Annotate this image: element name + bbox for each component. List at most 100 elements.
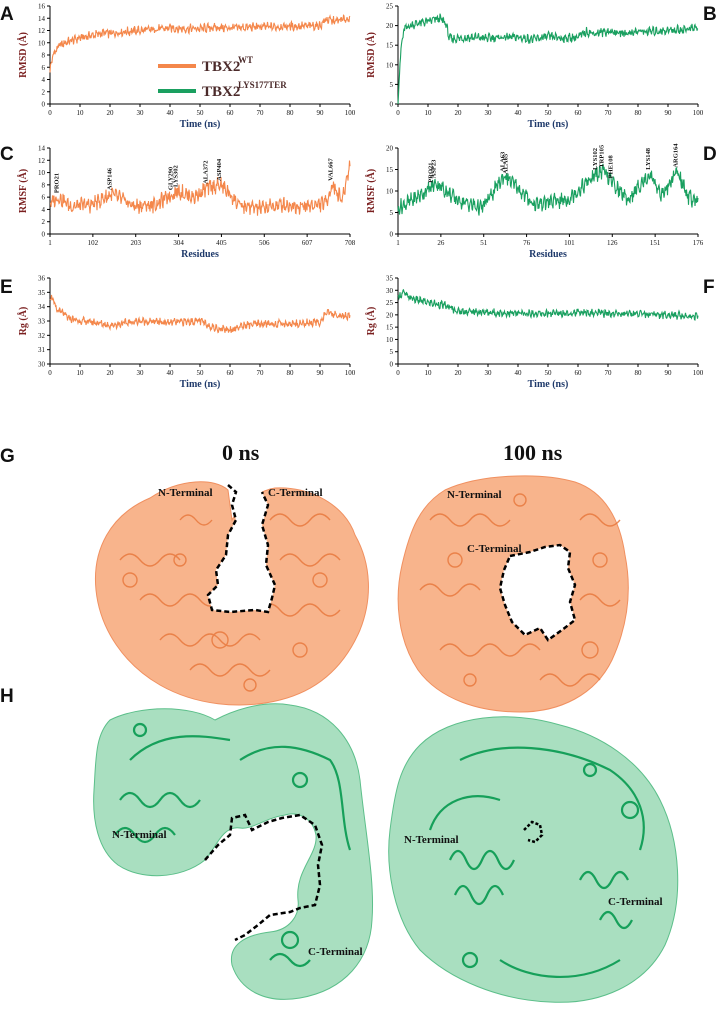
chart-e-y-tick-label: 30 [38,361,46,369]
chart-d-residue-annotation: PHE108 [607,155,614,179]
chart-d-y-tick-label: 20 [386,145,394,153]
chart-d-x-tick-label: 76 [523,239,531,247]
chart-e-x-tick-label: 10 [77,369,85,377]
chart-d-residue-annotation: ALA63 [499,151,506,172]
chart-b-x-tick-label: 20 [455,109,463,117]
chart-a-y-tick-label: 4 [42,76,46,84]
chart-a-y-tick-label: 12 [38,27,46,35]
panel-letter-c: C [0,144,14,165]
chart-a-x-label: Time (ns) [180,119,221,130]
chart-d-x-tick-label: 151 [650,239,661,247]
chart-c-x-tick-label: 102 [88,239,99,247]
chart-e-x-label: Time (ns) [180,379,221,390]
chart-c-series-line [49,160,351,216]
legend-sup-wt: WT [238,55,253,65]
chart-c-x-tick-label: 506 [259,239,270,247]
chart-f-y-tick-label: 10 [386,336,394,344]
h-left-ribbons [114,722,352,968]
g-right-n-terminal: N-Terminal [447,489,502,501]
g-left-n-terminal: N-Terminal [158,487,213,499]
chart-b-x-tick-label: 60 [575,109,583,117]
chart-b-y-tick-label: 5 [390,81,394,89]
chart-d-x-tick-label: 1 [396,239,400,247]
chart-f-x-tick-label: 0 [396,369,400,377]
chart-a-y-tick-label: 6 [42,64,46,72]
chart-a-y-tick-label: 16 [38,3,46,11]
chart-c-y-tick-label: 4 [42,206,46,214]
chart-b-x-tick-label: 50 [545,109,553,117]
g-left-cavity-outline [206,484,277,614]
chart-d-y-tick-label: 15 [386,166,394,174]
chart-f-x-tick-label: 50 [545,369,553,377]
chart-e-y-tick-label: 36 [38,275,46,283]
chart-a-x-tick-label: 100 [345,109,356,117]
chart-b-series-line [397,13,699,105]
g-title-0ns: 0 ns [222,440,260,465]
chart-b-x-tick-label: 40 [515,109,523,117]
legend-label-wt: TBX2 [202,59,240,75]
chart-d-residue-annotation: ARG164 [672,143,679,168]
chart-a-y-label: RMSD (Å) [17,32,29,78]
panel-letter-e: E [0,277,13,298]
chart-a-y-tick-label: 14 [38,15,46,23]
chart-f-x-tick-label: 20 [455,369,463,377]
chart-d-residue-annotation: ALA65 [503,153,510,174]
h-left-cavity-outline [204,813,324,942]
chart-b-y-label: RMSD (Å) [365,32,377,78]
chart-d-series-line [397,163,699,216]
panel-letter-g: G [0,446,15,467]
chart-c-y-tick-label: 6 [42,194,46,202]
g-title-100ns: 100 ns [503,440,563,465]
chart-f-y-tick-label: 30 [386,287,394,295]
chart-f-x-tick-label: 90 [665,369,673,377]
h-right-n-terminal: N-Terminal [404,834,459,846]
h-right-c-terminal: C-Terminal [608,896,663,908]
chart-f-series-line [397,288,699,321]
chart-a-y-tick-label: 8 [42,52,46,60]
chart-a-x-tick-label: 80 [287,109,295,117]
chart-b-x-tick-label: 70 [605,109,613,117]
chart-a-y-tick-label: 2 [42,88,46,96]
chart-d-y-tick-label: 0 [390,231,394,239]
chart-a-x-tick-label: 30 [137,109,145,117]
chart-e-series-line [49,294,351,334]
chart-c-x-tick-label: 1 [48,239,52,247]
h-left-surface [93,703,373,1000]
chart-a-series-line [49,13,351,73]
h-right-cavity-outline [523,820,544,844]
chart-a-wt-rmsd: 0 10 20 30 40 50 60 70 80 90 100 0 2 4 6 8 10 12 14 16 Time … [17,3,356,131]
chart-f-x-tick-label: 80 [635,369,643,377]
chart-c-x-tick-label: 708 [345,239,356,247]
chart-c-residue-annotation: VAL667 [328,157,335,180]
chart-b-x-tick-label: 100 [693,109,704,117]
legend-label-mut: TBX2 [202,84,240,100]
panel-letter-b: B [703,4,717,25]
chart-c-x-label: Residues [181,249,219,260]
chart-e-wt-rg: 0 10 20 30 40 50 60 70 80 90 100 30 31 32 33 34 35 36 Time… [17,275,356,391]
chart-b-y-tick-label: 20 [386,22,394,30]
chart-c-y-tick-label: 2 [42,218,46,226]
chart-f-x-tick-label: 40 [515,369,523,377]
chart-c-residue-annotation: ALA372 [202,160,209,183]
chart-d-x-tick-label: 101 [564,239,575,247]
chart-d-residue-annotation: PRO21 [427,162,434,182]
chart-c-residue-annotation: GLY290 [168,167,175,190]
chart-f-x-label: Time (ns) [528,379,569,390]
g-right-c-terminal: C-Terminal [467,543,522,555]
h-right-surface [388,716,679,1003]
chart-d-y-label: RMSF (Å) [365,169,377,213]
chart-d-residue-annotation: LYS148 [645,147,652,170]
chart-b-x-tick-label: 0 [396,109,400,117]
chart-f-x-tick-label: 100 [693,369,704,377]
chart-d-y-tick-label: 5 [390,209,394,217]
panel-g-structures: 0 ns 100 ns N-Terminal C-Terminal [94,440,629,713]
chart-e-y-tick-label: 32 [38,332,46,340]
chart-e-y-tick-label: 34 [38,303,46,311]
chart-c-y-tick-label: 10 [38,169,46,177]
chart-e-x-tick-label: 50 [197,369,205,377]
chart-c-residue-annotation: ASP146 [107,167,114,190]
chart-d-y-tick-label: 10 [386,188,394,196]
legend: TBX2 WT TBX2 LYS177TER [158,55,287,100]
chart-d-x-tick-label: 126 [607,239,618,247]
